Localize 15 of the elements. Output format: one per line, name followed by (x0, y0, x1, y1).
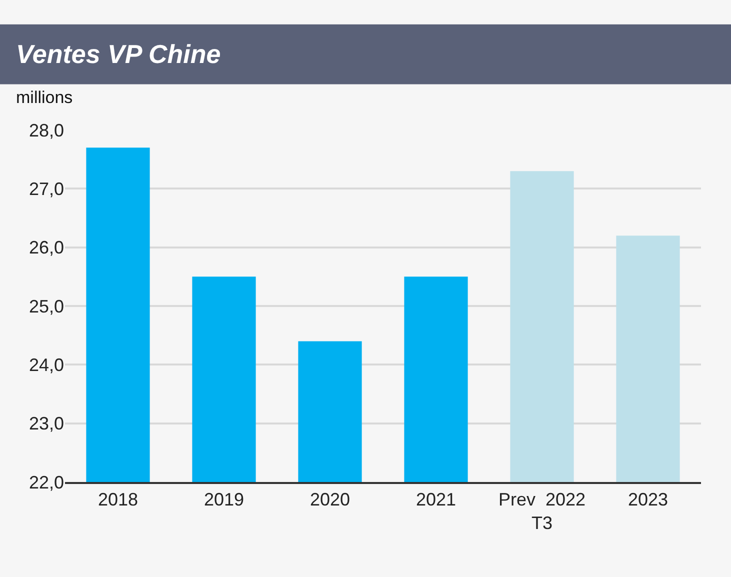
y-tick-label: 23,0 (28, 414, 64, 434)
x-tick-label: 2018 (98, 489, 138, 510)
y-tick-label: 27,0 (28, 178, 64, 199)
x-tick-label: 2023 (628, 489, 668, 510)
y-tick-label: 26,0 (28, 238, 64, 258)
y-tick-label: 24,0 (28, 354, 64, 375)
x-tick-label: 2021 (416, 489, 456, 510)
x-tick-label: Prev 2022 T3 (498, 489, 586, 533)
y-tick-label: 25,0 (28, 296, 64, 316)
y-axis-title: millions (16, 88, 73, 107)
chart-title: Ventes VP Chine (16, 39, 221, 69)
x-tick-label: 2019 (204, 489, 244, 510)
x-tick-label: 2020 (310, 489, 350, 510)
y-tick-label: 28,0 (28, 120, 64, 140)
y-tick-label: 22,0 (28, 472, 64, 492)
